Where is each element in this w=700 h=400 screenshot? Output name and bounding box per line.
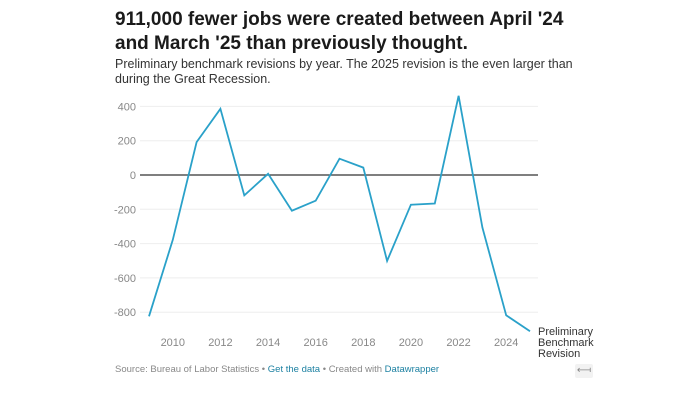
end-label-line: Preliminary <box>538 326 594 338</box>
y-tick-label: -400 <box>114 239 136 251</box>
end-label-line: Benchmark <box>538 337 594 349</box>
x-tick-label: 2022 <box>446 337 470 349</box>
x-tick-label: 2018 <box>351 337 375 349</box>
y-tick-label: -200 <box>114 204 136 216</box>
gridlines <box>140 105 538 313</box>
expand-button[interactable]: ⟻ <box>575 364 593 378</box>
x-tick-label: 2010 <box>161 337 185 349</box>
series-end-label: Preliminary Benchmark Revision <box>538 326 594 360</box>
footer-separator: • <box>259 364 268 375</box>
chart-title: 911,000 fewer jobs were created between … <box>115 9 564 54</box>
y-tick-label: -600 <box>114 273 136 285</box>
y-tick-label: -800 <box>114 307 136 319</box>
expand-icon: ⟻ <box>576 365 592 376</box>
chart-subtitle: Preliminary benchmark revisions by year.… <box>115 57 573 86</box>
y-tick-label: 400 <box>118 101 136 113</box>
x-axis-ticks: 2010 2012 2014 2016 2018 2020 2022 2024 <box>161 337 519 349</box>
y-tick-label: 200 <box>118 136 136 148</box>
created-with-text: Created with <box>328 364 383 375</box>
x-tick-label: 2014 <box>256 337 280 349</box>
end-label-line: Revision <box>538 348 580 360</box>
footer-separator: • <box>320 364 329 375</box>
chart-footer: Source: Bureau of Labor Statistics • Get… <box>115 364 439 375</box>
series-line <box>148 95 531 332</box>
series-layer <box>148 95 531 332</box>
x-tick-label: 2020 <box>399 337 423 349</box>
source-text: Source: Bureau of Labor Statistics <box>115 364 260 375</box>
y-tick-label: 0 <box>130 170 136 182</box>
y-axis-ticks: 400 200 0 -200 -400 -600 -800 <box>114 101 136 319</box>
get-data-link[interactable]: Get the data <box>267 364 321 375</box>
x-tick-label: 2024 <box>494 337 518 349</box>
datawrapper-link[interactable]: Datawrapper <box>384 364 440 375</box>
x-tick-label: 2016 <box>303 337 327 349</box>
x-tick-label: 2012 <box>208 337 232 349</box>
